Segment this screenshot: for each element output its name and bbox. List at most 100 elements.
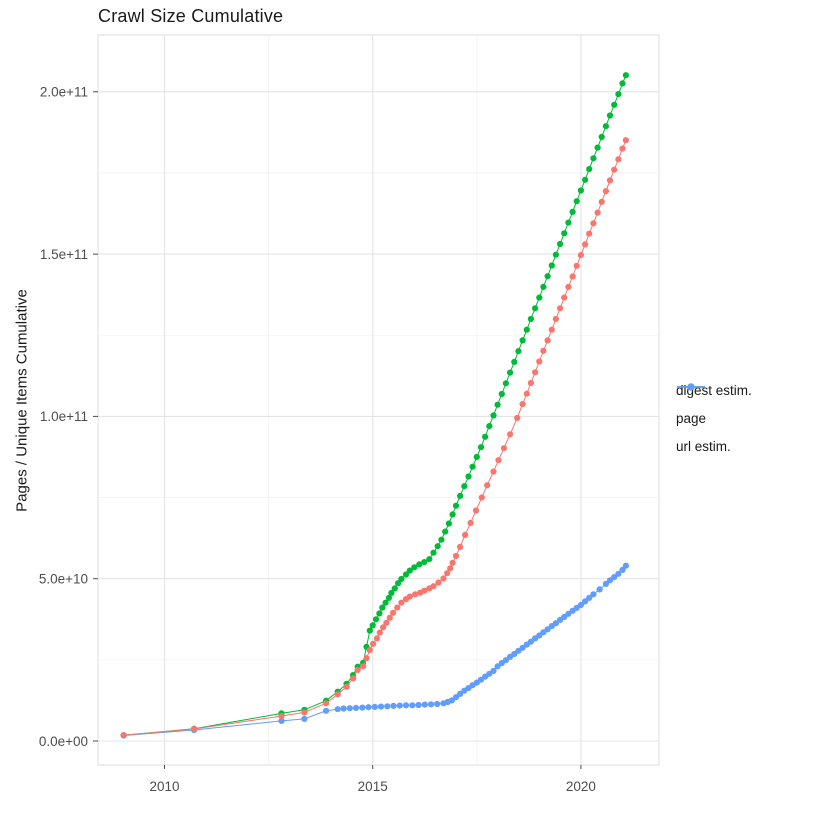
data-point <box>434 700 441 708</box>
data-point <box>494 401 501 408</box>
data-point <box>402 571 410 578</box>
data-point <box>384 703 391 710</box>
data-point <box>301 715 308 723</box>
data-point <box>352 704 360 712</box>
data-point <box>577 187 585 194</box>
data-point <box>438 536 445 543</box>
data-point <box>590 155 597 162</box>
data-point <box>394 604 401 611</box>
data-point <box>409 702 416 709</box>
data-point <box>395 580 402 587</box>
data-point <box>301 709 308 716</box>
data-point <box>544 626 551 633</box>
data-point <box>435 579 442 586</box>
data-point <box>382 599 389 606</box>
data-point <box>449 511 456 518</box>
data-point <box>360 663 367 670</box>
data-point <box>611 574 618 581</box>
data-point <box>370 640 377 648</box>
data-point <box>507 431 514 438</box>
data-point <box>619 566 626 574</box>
data-point <box>461 483 468 490</box>
data-point <box>548 262 555 269</box>
data-point <box>449 559 456 566</box>
data-point <box>334 706 341 713</box>
data-point <box>385 594 392 602</box>
data-point <box>622 72 630 79</box>
data-point <box>536 294 543 301</box>
data-point <box>611 101 618 108</box>
data-point <box>527 315 535 323</box>
data-point <box>523 326 530 333</box>
data-point <box>615 91 622 98</box>
y-tick-label: 5.0e+10 <box>39 572 88 587</box>
data-point <box>467 519 474 527</box>
data-point <box>380 624 387 631</box>
data-point <box>507 369 514 376</box>
data-point <box>440 575 447 582</box>
data-point <box>594 144 601 151</box>
data-point <box>619 80 626 87</box>
data-point <box>486 423 493 430</box>
data-point <box>383 619 390 626</box>
data-point <box>552 315 560 323</box>
data-point <box>402 702 410 709</box>
data-point <box>396 702 403 709</box>
data-point <box>377 703 385 710</box>
data-point <box>430 583 437 590</box>
data-point <box>548 326 555 333</box>
data-point <box>502 380 509 387</box>
data-point <box>557 240 564 248</box>
data-point <box>552 620 560 627</box>
data-point <box>379 604 386 611</box>
legend-label-page: page <box>676 410 707 426</box>
data-point <box>606 112 614 119</box>
data-point <box>502 657 509 664</box>
data-point <box>519 337 526 344</box>
data-point <box>323 700 330 707</box>
data-point <box>557 305 564 312</box>
data-point <box>577 252 585 259</box>
data-point <box>478 494 485 501</box>
data-point <box>561 613 568 621</box>
data-point <box>386 614 393 621</box>
legend-label-url: url estim. <box>676 438 731 454</box>
data-point <box>565 283 572 290</box>
data-point <box>373 635 380 642</box>
data-point <box>473 453 480 461</box>
data-point <box>354 666 361 674</box>
data-point <box>619 145 626 152</box>
data-point <box>365 704 372 711</box>
data-point <box>469 463 476 470</box>
data-point <box>611 166 618 173</box>
data-point <box>594 209 601 216</box>
data-point <box>412 591 419 598</box>
data-point <box>596 586 603 593</box>
data-point <box>561 294 568 301</box>
data-point <box>390 609 397 616</box>
data-point <box>457 492 464 499</box>
legend-item-url-estim: url estim. <box>676 383 752 456</box>
data-point <box>532 369 539 376</box>
data-point <box>372 616 380 623</box>
y-tick-label: 1.0e+11 <box>40 409 88 424</box>
data-point <box>376 629 383 636</box>
data-point <box>278 712 285 720</box>
data-point <box>606 177 614 184</box>
data-point <box>278 717 285 725</box>
data-point <box>490 412 497 419</box>
data-point <box>573 198 580 205</box>
gridlines-minor <box>98 35 659 765</box>
data-point <box>390 702 397 710</box>
data-point <box>527 638 535 645</box>
data-point <box>544 337 551 344</box>
data-point <box>416 561 423 568</box>
data-point <box>323 707 330 714</box>
data-point <box>415 701 422 709</box>
data-point <box>540 283 547 290</box>
data-point <box>411 564 418 571</box>
data-point <box>622 137 630 144</box>
data-point <box>452 502 460 509</box>
data-point <box>590 220 597 227</box>
